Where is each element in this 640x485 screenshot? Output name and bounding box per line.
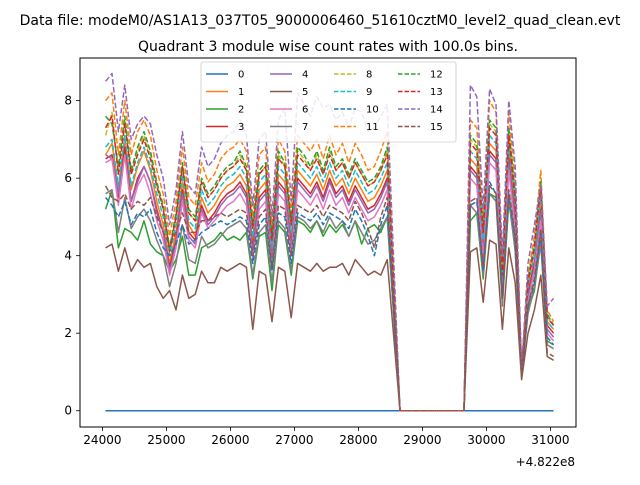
- x-tick-label: 25000: [147, 433, 185, 447]
- legend-label-5: 5: [302, 87, 308, 98]
- legend-label-13: 13: [430, 87, 443, 98]
- plot-lines: [104, 72, 555, 412]
- series-line-11: [105, 92, 555, 412]
- x-tick-label: 27000: [275, 433, 313, 447]
- x-tick-label: 31000: [531, 433, 569, 447]
- x-tick-label: 26000: [211, 433, 249, 447]
- figure-suptitle: Data file: modeM0/AS1A13_037T05_90000064…: [20, 13, 621, 29]
- legend-label-8: 8: [366, 70, 372, 81]
- x-tick-label: 30000: [467, 433, 505, 447]
- y-tick-label: 6: [64, 171, 72, 185]
- x-tick-label: 29000: [403, 433, 441, 447]
- legend-label-12: 12: [430, 70, 443, 81]
- y-tick-label: 2: [64, 326, 72, 340]
- legend-label-0: 0: [238, 70, 244, 81]
- chart-title: Quadrant 3 module wise count rates with …: [138, 39, 518, 55]
- legend-label-11: 11: [366, 122, 379, 133]
- x-offset-label: +4.822e8: [516, 455, 575, 469]
- y-axis: 0 2 4 6 8: [64, 94, 80, 418]
- legend-box: [200, 61, 457, 143]
- series-line-15: [104, 185, 554, 412]
- legend-label-4: 4: [302, 70, 308, 81]
- y-tick-label: 8: [64, 94, 72, 108]
- x-tick-label: 28000: [339, 433, 377, 447]
- series-line-9: [105, 134, 555, 412]
- legend-label-15: 15: [430, 122, 443, 133]
- x-axis: 24000 25000 26000 27000 28000 29000 30000 31000: [83, 427, 569, 447]
- series-line-13: [104, 115, 555, 412]
- x-tick-label: 24000: [83, 433, 121, 447]
- legend-label-7: 7: [302, 122, 308, 133]
- axes-frame: [79, 57, 577, 428]
- legend-label-10: 10: [366, 105, 379, 116]
- legend-label-9: 9: [366, 87, 372, 98]
- series-line-5: [105, 239, 554, 412]
- series-line-10: [105, 181, 555, 412]
- y-tick-label: 4: [64, 249, 72, 263]
- legend-label-14: 14: [430, 105, 443, 116]
- y-tick-label: 0: [64, 404, 72, 418]
- legend-label-6: 6: [302, 105, 308, 116]
- legend-label-2: 2: [238, 105, 244, 116]
- legend-label-1: 1: [238, 87, 244, 98]
- legend-label-3: 3: [238, 122, 244, 133]
